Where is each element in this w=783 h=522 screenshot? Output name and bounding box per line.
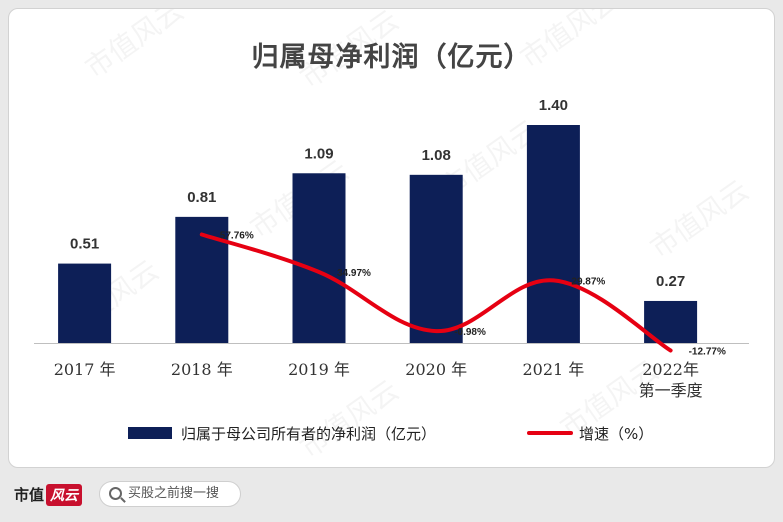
- legend-label-line: 增速（%）: [579, 425, 653, 443]
- watermark-text: 市值风云: [294, 373, 405, 464]
- bar: [409, 174, 463, 343]
- x-tick-label: 2019 年: [288, 360, 350, 379]
- x-tick-label: 第一季度: [639, 381, 703, 400]
- chart-title: 归属母净利润（亿元）: [251, 42, 532, 73]
- x-tick-label: 2021 年: [522, 360, 584, 379]
- watermark-text: 市值风云: [644, 173, 755, 264]
- x-tick-label: 2018 年: [171, 360, 233, 379]
- x-tick-label: 2017 年: [54, 360, 116, 379]
- bar-value-label: 0.81: [187, 189, 216, 206]
- growth-value-label: -12.77%: [689, 347, 726, 358]
- bar: [526, 125, 580, 343]
- brand-logo[interactable]: 市值 风云: [14, 484, 83, 506]
- search-placeholder: 买股之前搜一搜: [128, 486, 220, 501]
- bar: [58, 263, 112, 343]
- bar-value-label: 1.40: [539, 97, 568, 114]
- bar-value-label: 0.27: [656, 273, 685, 290]
- growth-value-label: -0.98%: [454, 327, 486, 338]
- brand-text: 市值: [14, 486, 45, 504]
- x-tick-label: 2022年: [642, 360, 699, 379]
- bar: [292, 173, 346, 343]
- legend-label-bar: 归属于母公司所有者的净利润（亿元）: [181, 425, 436, 443]
- footer-bar: 市值 风云 买股之前搜一搜: [0, 476, 783, 522]
- growth-value-label: 34.97%: [337, 268, 371, 279]
- bar-value-label: 0.51: [70, 236, 99, 253]
- brand-mark: 风云: [46, 484, 83, 506]
- growth-value-label: 29.87%: [571, 276, 605, 287]
- legend-swatch-bar: [128, 427, 172, 439]
- bar-value-label: 1.09: [304, 145, 333, 162]
- chart-card: 市值风云市值风云市值风云市值风云市值风云市值风云市值风云市值风云市值风云0.51…: [8, 8, 775, 468]
- chart-canvas: 市值风云市值风云市值风云市值风云市值风云市值风云市值风云市值风云市值风云0.51…: [34, 9, 755, 465]
- growth-line: [199, 232, 673, 353]
- x-tick-label: 2020 年: [405, 360, 467, 379]
- search-box[interactable]: 买股之前搜一搜: [99, 481, 241, 507]
- bar-value-label: 1.08: [422, 147, 451, 164]
- search-icon: [109, 487, 122, 500]
- growth-value-label: 57.76%: [220, 230, 254, 241]
